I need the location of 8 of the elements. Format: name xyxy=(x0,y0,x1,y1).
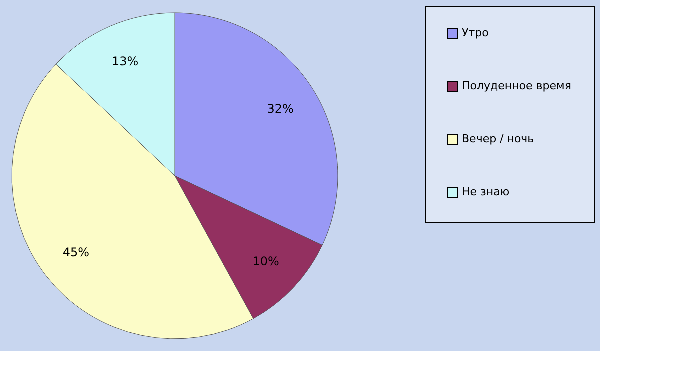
data-label: 10% xyxy=(252,254,280,269)
legend-label: Полуденное время xyxy=(462,80,572,92)
legend-label: Вечер / ночь xyxy=(462,132,534,146)
legend-label: Утро xyxy=(462,26,490,40)
data-label: 32% xyxy=(267,102,294,116)
legend-label: Не знаю xyxy=(462,186,510,198)
data-label: 13% xyxy=(112,54,139,68)
data-label: 45% xyxy=(62,246,90,260)
